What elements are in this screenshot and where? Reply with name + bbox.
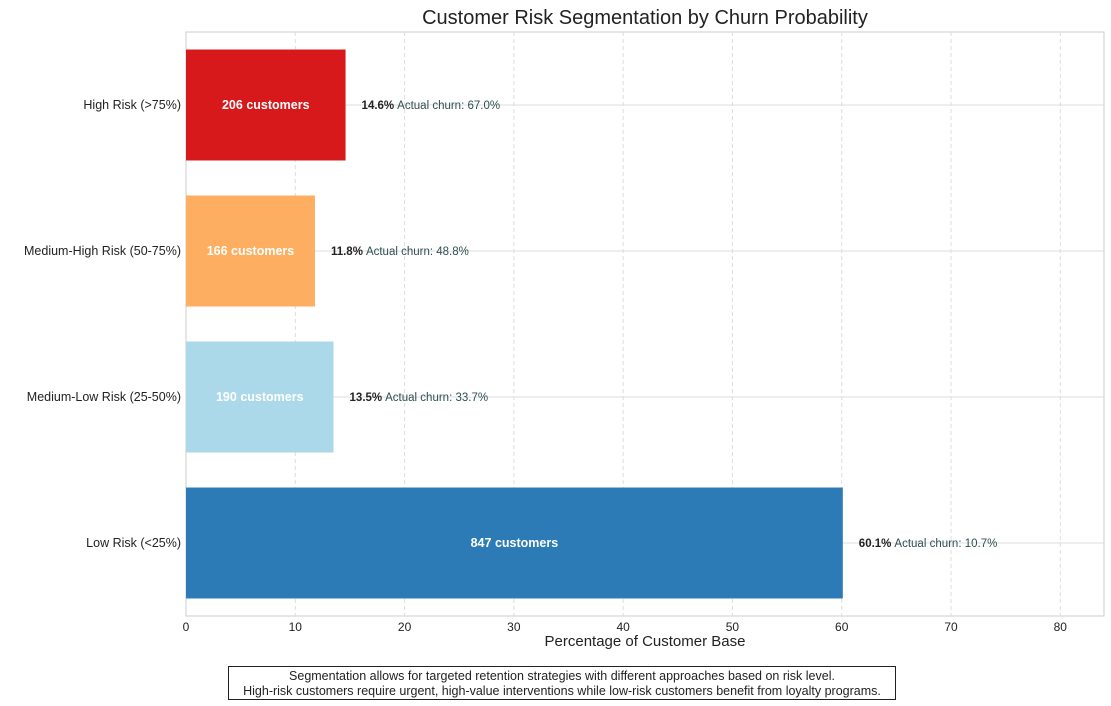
bar <box>186 195 315 307</box>
chart-title: Customer Risk Segmentation by Churn Prob… <box>422 7 868 29</box>
y-category-label: Medium-High Risk (50-75%) <box>24 244 181 258</box>
x-tick-label: 80 <box>1054 620 1068 634</box>
y-category-label: High Risk (>75%) <box>83 98 181 112</box>
bar-value-label: 60.1% Actual churn: 10.7% <box>859 538 998 550</box>
x-ticks: 0 10 20 30 40 50 60 70 80 <box>183 620 1068 634</box>
y-category-label: Low Risk (<25%) <box>86 536 181 550</box>
x-tick-label: 50 <box>726 620 740 634</box>
bar-value-label: 14.6% Actual churn: 67.0% <box>362 100 501 112</box>
x-tick-label: 20 <box>398 620 412 634</box>
bar-value-label: 11.8% Actual churn: 48.8% <box>331 246 469 258</box>
bar-count-label: 190 customers <box>216 390 304 404</box>
bar <box>186 341 334 453</box>
x-tick-label: 40 <box>616 620 630 634</box>
y-category-label: Medium-Low Risk (25-50%) <box>27 390 181 404</box>
bar-count-label: 206 customers <box>222 98 310 112</box>
bar-count-label: 847 customers <box>471 536 559 550</box>
x-tick-label: 30 <box>507 620 521 634</box>
bar-value-label: 13.5% Actual churn: 33.7% <box>350 392 489 404</box>
caption-line-2: High-risk customers require urgent, high… <box>243 684 881 698</box>
bar <box>186 487 843 599</box>
bar-count-label: 166 customers <box>207 244 295 258</box>
x-tick-label: 70 <box>944 620 958 634</box>
bars: 206 customers 14.6% Actual churn: 67.0% 166… <box>186 49 998 599</box>
x-tick-label: 10 <box>289 620 303 634</box>
x-axis-label: Percentage of Customer Base <box>545 633 746 650</box>
y-categories: High Risk (>75%) Medium-High Risk (50-75%… <box>24 98 181 550</box>
x-tick-label: 0 <box>183 620 190 634</box>
bar <box>186 49 346 161</box>
caption-line-1: Segmentation allows for targeted retenti… <box>289 669 835 683</box>
x-tick-label: 60 <box>835 620 849 634</box>
caption-box: Segmentation allows for targeted retenti… <box>228 666 896 700</box>
